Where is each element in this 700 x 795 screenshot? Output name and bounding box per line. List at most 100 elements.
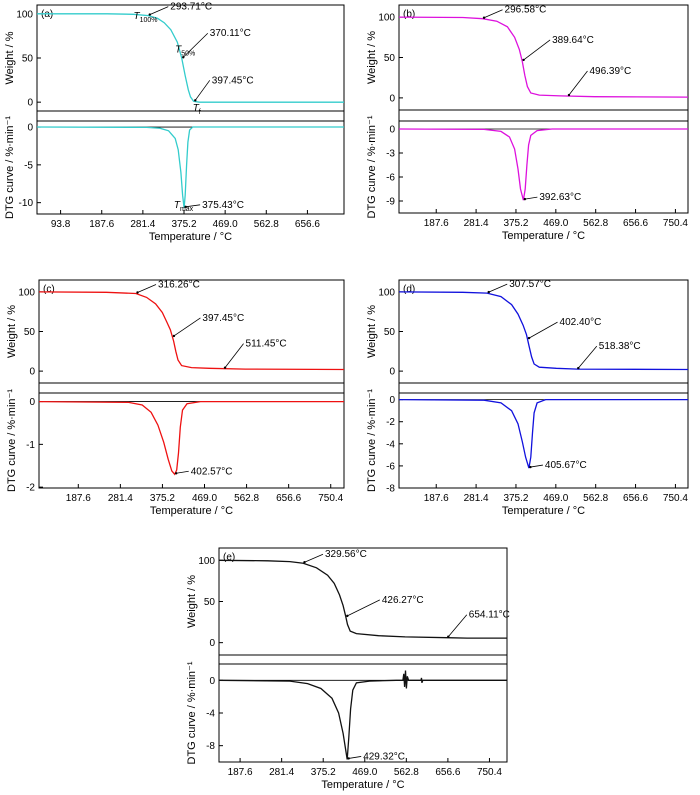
dtg-y-tick-label: 0 (389, 125, 395, 136)
annotation-arrowhead (182, 56, 185, 59)
plot-frame (36, 4, 345, 215)
annotation-arrowhead (522, 58, 525, 62)
dtg-y-tick-label: -10 (19, 198, 34, 209)
annotation-arrowhead (136, 291, 139, 294)
weight-y-tick-label: 0 (27, 98, 33, 109)
annotation-arrow (483, 9, 503, 19)
annotation-label: 511.45°C (246, 339, 287, 350)
annotation-arrow (578, 345, 598, 369)
annotation-label: 397.45°C (202, 313, 244, 324)
weight-curve (398, 291, 689, 371)
annotation-arrowhead (194, 99, 197, 102)
annotation-arrowhead (523, 197, 527, 201)
x-axis-title: Temperature / °C (149, 231, 232, 243)
x-tick-label: 656.6 (623, 493, 648, 504)
panel-label: (d) (403, 284, 415, 295)
dtg-y-tick-label: 0 (27, 123, 33, 134)
weight-y-tick-label: 0 (389, 93, 395, 104)
dtg-curve (36, 126, 344, 209)
weight-y-tick-label: 50 (22, 54, 34, 65)
dtg-y-tick-label: -8 (206, 741, 215, 752)
x-axis-title: Temperature / °C (321, 779, 404, 791)
dtg-y-tick-label: -2 (26, 483, 35, 494)
annotation-arrow (348, 756, 362, 759)
annotation-label: 293.71°C (170, 2, 212, 13)
annotation-arrow (488, 283, 508, 293)
annotation-arrow (176, 470, 189, 474)
dtg-curve (38, 400, 344, 476)
annotation-label: 496.39°C (589, 66, 631, 77)
annotation-arrow (185, 204, 201, 208)
annotation-arrow (149, 6, 169, 15)
x-axis-title: Temperature / °C (150, 505, 233, 517)
x-tick-label: 187.6 (424, 218, 449, 229)
dtg-y-tick-label: 0 (29, 397, 35, 408)
annotation-arrowhead (172, 334, 176, 338)
x-tick-label: 469.0 (213, 219, 238, 230)
x-tick-label: 281.4 (269, 767, 294, 778)
annotation-label: 329.56°C (325, 549, 367, 560)
x-tick-label: 750.4 (318, 493, 343, 504)
annotation-arrow (524, 196, 538, 200)
x-tick-label: 469.0 (352, 767, 377, 778)
x-tick-label: 469.0 (192, 493, 217, 504)
dtg-y-axis-title: DTG curve / %·min⁻¹ (366, 115, 378, 218)
dtg-y-axis-title: DTG curve / %·min⁻¹ (4, 116, 16, 219)
weight-y-tick-label: 50 (384, 327, 396, 338)
x-axis-title: Temperature / °C (502, 230, 585, 242)
x-tick-label: 93.8 (51, 219, 71, 230)
x-tick-label: 562.8 (583, 493, 608, 504)
dtg-y-tick-label: -3 (386, 149, 395, 160)
annotation-label: 405.67°C (545, 460, 587, 471)
panel-c: (c) 0 50 100 -2 -1 0 187.6 281.4 375.2 469.0 562.8 6… (6, 279, 345, 517)
panel-label: (e) (223, 552, 235, 563)
x-tick-label: 656.6 (435, 767, 460, 778)
annotation-arrow (304, 553, 324, 563)
weight-y-axis-title: Weight / % (4, 31, 16, 84)
annotation-label: 426.27°C (382, 595, 424, 606)
panel-label: (a) (41, 9, 53, 20)
dtg-y-axis-title: DTG curve / %·min⁻¹ (366, 389, 378, 492)
x-tick-label: 281.4 (464, 493, 489, 504)
dtg-y-axis-title: DTG curve / %·min⁻¹ (186, 661, 198, 764)
x-tick-label: 281.4 (130, 219, 155, 230)
dtg-y-tick-label: -6 (386, 173, 395, 184)
annotation-arrow (523, 39, 551, 61)
x-tick-label: 562.8 (394, 767, 419, 778)
dtg-y-tick-label: -8 (386, 484, 395, 495)
x-tick-label: 750.4 (477, 767, 502, 778)
weight-curve (398, 16, 689, 98)
annotation-arrowhead (303, 561, 306, 564)
x-tick-label: 375.2 (171, 219, 196, 230)
annotation-arrowhead (347, 757, 350, 760)
annotation-label: 402.57°C (191, 466, 233, 477)
weight-y-tick-label: 100 (198, 556, 215, 567)
x-tick-label: 656.6 (276, 493, 301, 504)
weight-y-tick-label: 50 (204, 597, 216, 608)
annotation-label: 296.58°C (505, 5, 547, 16)
weight-y-tick-label: 0 (389, 367, 395, 378)
panel-a: (a) 0 50 100 -10 -5 0 93.8 187.6 281.4 375.2 469.0 5… (4, 2, 345, 243)
weight-y-tick-label: 50 (24, 327, 36, 338)
x-tick-label: 562.8 (254, 219, 279, 230)
annotation-arrow (173, 317, 201, 337)
weight-y-tick-label: 0 (29, 367, 35, 378)
x-tick-label: 281.4 (464, 218, 489, 229)
plot-frame (398, 4, 689, 214)
temperature-symbol: T100% (133, 11, 157, 24)
weight-curve (38, 291, 345, 371)
annotation-label: 402.40°C (560, 317, 602, 328)
temperature-symbol: Tmax (174, 200, 194, 213)
dtg-curve (398, 398, 688, 469)
weight-y-axis-title: Weight / % (366, 305, 378, 358)
weight-y-axis-title: Weight / % (186, 575, 198, 628)
annotation-arrowhead (567, 93, 571, 97)
weight-y-tick-label: 100 (378, 13, 395, 24)
annotation-arrowhead (487, 290, 490, 294)
x-tick-label: 562.8 (234, 493, 259, 504)
annotation-arrow (530, 464, 543, 468)
annotation-label: 518.38°C (599, 341, 641, 352)
weight-y-tick-label: 50 (384, 53, 396, 64)
annotation-label: 429.32°C (363, 751, 405, 762)
weight-y-tick-label: 100 (18, 287, 35, 298)
